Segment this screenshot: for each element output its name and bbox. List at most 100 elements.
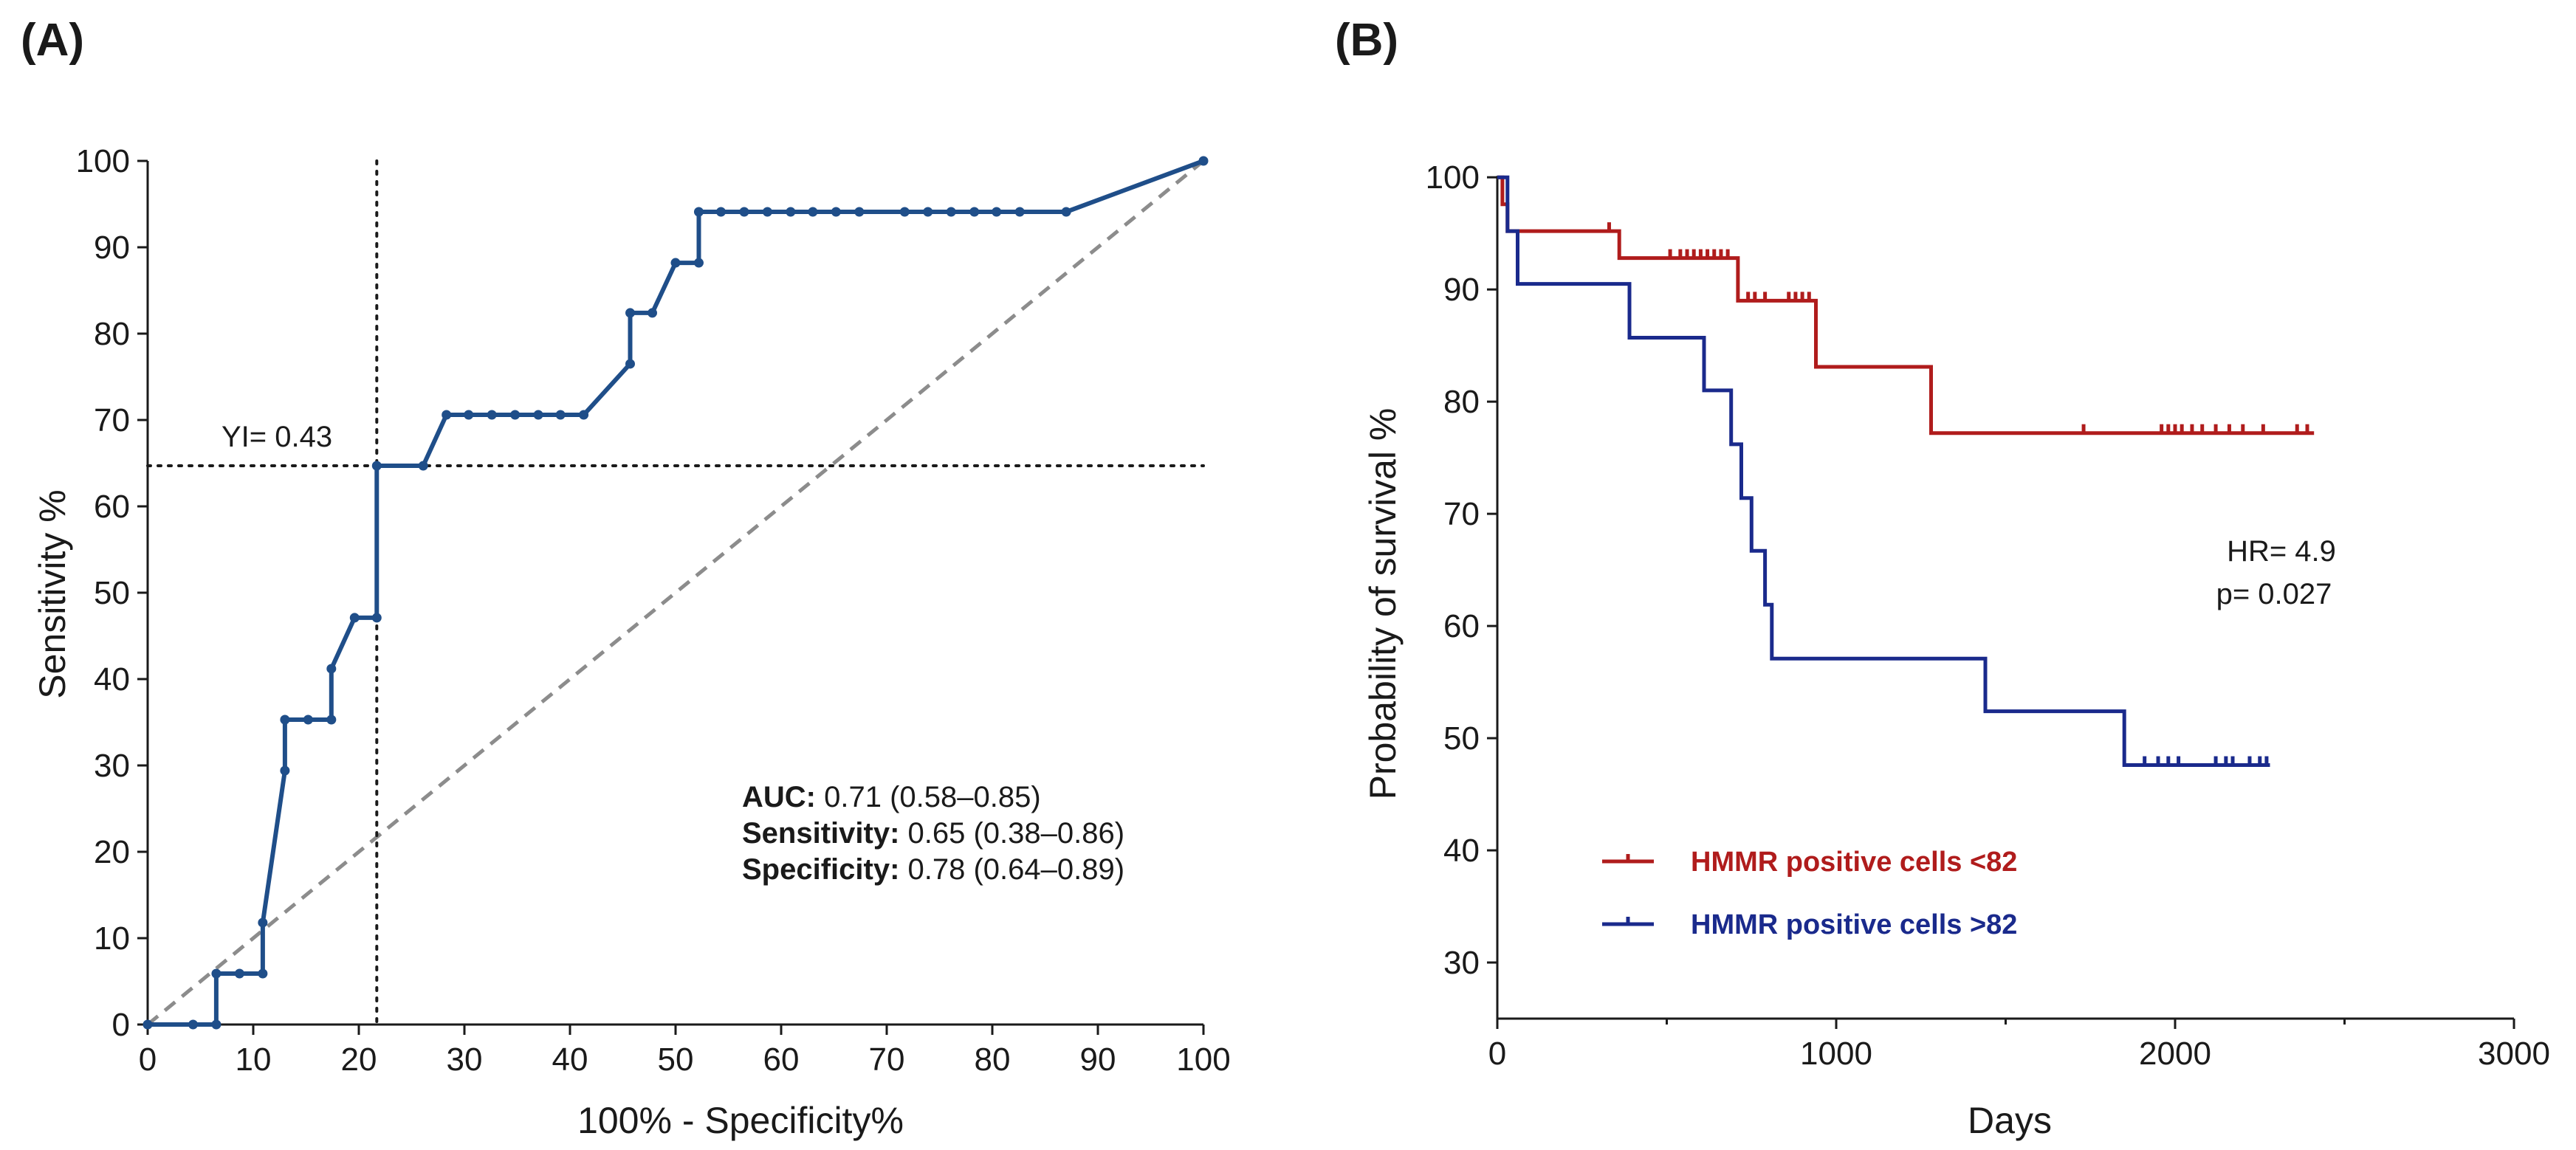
roc-point [899,207,910,217]
x-tick-label: 60 [763,1041,800,1078]
y-tick-label: 40 [1443,833,1480,869]
roc-point [303,715,313,725]
survival-curve-high [1497,175,2270,767]
roc-point [371,613,382,623]
roc-point [670,258,681,268]
stat-specificity-value: 0.78 (0.64–0.89) [899,853,1124,886]
y-tick-label: 60 [1443,608,1480,644]
y-tick-label: 90 [94,230,130,266]
roc-point [715,207,726,217]
roc-point [808,207,818,217]
roc-point [555,410,566,420]
roc-point [625,308,636,318]
roc-point [854,207,865,217]
stat-sensitivity-key: Sensitivity: [742,817,899,850]
roc-point [464,410,474,420]
roc-point [533,410,543,420]
roc-point [762,207,772,217]
y-tick-label: 100 [76,143,130,179]
roc-point [1061,207,1071,217]
stats-block: AUC: 0.71 (0.58–0.85) Sensitivity: 0.65 … [742,781,1124,886]
x-axis-title: Days [1968,1100,2052,1141]
x-tick-label: 30 [447,1041,483,1078]
stat-specificity-key: Specificity: [742,853,899,886]
y-tick-label: 80 [94,316,130,352]
x-tick-label: 100 [1176,1041,1230,1078]
roc-point [992,207,1002,217]
y-tick-label: 50 [94,575,130,611]
y-tick-label: 0 [112,1007,130,1043]
stat-auc-key: AUC: [742,781,816,813]
roc-point [648,308,658,318]
roc-point [234,968,244,979]
roc-point [211,1019,221,1030]
x-tick-label: 3000 [2478,1036,2550,1072]
roc-point [739,207,749,217]
roc-point [969,207,980,217]
roc-point [188,1019,198,1030]
y-tick-label: 100 [1426,159,1480,196]
legend-item-low: HMMR positive cells <82 [1602,847,2017,878]
stat-auc-value: 0.71 (0.58–0.85) [816,781,1041,813]
roc-point [693,207,704,217]
x-tick-label: 20 [341,1041,377,1078]
y-tick-label: 60 [94,489,130,525]
youden-index-label: YI= 0.43 [221,421,332,453]
y-tick-label: 30 [94,748,130,784]
y-tick-label: 70 [1443,496,1480,532]
roc-point [1198,156,1209,166]
roc-point [258,917,268,928]
x-tick-label: 40 [552,1041,588,1078]
stat-sensitivity-value: 0.65 (0.38–0.86) [899,817,1124,850]
roc-point [326,664,337,674]
roc-point [280,715,290,725]
hr-text: HR= 4.9 [2227,535,2336,568]
hazard-ratio-annotation: HR= 4.9 p= 0.027 [2216,535,2336,610]
stat-auc: AUC: 0.71 (0.58–0.85) [742,781,1041,813]
roc-point [487,410,497,420]
roc-curve [148,159,1205,1027]
y-axis-title: Sensitivity % [32,489,73,698]
roc-point [418,461,428,471]
x-tick-label: 0 [139,1041,157,1078]
y-axis-title: Probability of survival % [1362,408,1404,800]
panel-b-label: (B) [1335,15,1398,66]
y-tick-label: 20 [94,834,130,870]
legend-label-low: HMMR positive cells <82 [1691,847,2017,878]
panel-a-roc-chart: (A) 0 10 20 30 40 50 60 70 80 90 100 0 10 20 30 40 50 60 7… [21,15,1231,1141]
x-tick-label: 80 [975,1041,1011,1078]
y-tick-label: 30 [1443,945,1480,981]
roc-point [1014,207,1025,217]
y-tick-label: 50 [1443,720,1480,757]
roc-point [946,207,956,217]
x-tick-label: 50 [658,1041,694,1078]
roc-point [371,461,382,471]
y-tick-label: 70 [94,402,130,438]
roc-point [579,410,589,420]
reference-diagonal-line [146,159,1205,1026]
roc-point [258,968,268,979]
roc-point [786,207,796,217]
x-tick-label: 10 [236,1041,272,1078]
stat-sensitivity: Sensitivity: 0.65 (0.38–0.86) [742,817,1124,850]
y-tick-label: 40 [94,661,130,698]
panel-a-label: (A) [21,15,84,66]
roc-point [326,715,337,725]
roc-point [510,410,521,420]
legend-label-high: HMMR positive cells >82 [1691,909,2017,940]
roc-point [211,968,221,979]
x-tick-label: 2000 [2139,1036,2211,1072]
x-tick-label: 1000 [1800,1036,1872,1072]
roc-point [280,765,290,776]
roc-point [442,410,452,420]
roc-point [349,613,360,623]
x-axis-title: 100% - Specificity% [577,1100,904,1141]
legend-item-high: HMMR positive cells >82 [1602,909,2017,940]
y-tick-label: 10 [94,920,130,957]
x-tick-label: 0 [1488,1036,1506,1072]
x-tick-label: 70 [869,1041,905,1078]
roc-point [693,258,704,268]
y-tick-label: 80 [1443,384,1480,420]
